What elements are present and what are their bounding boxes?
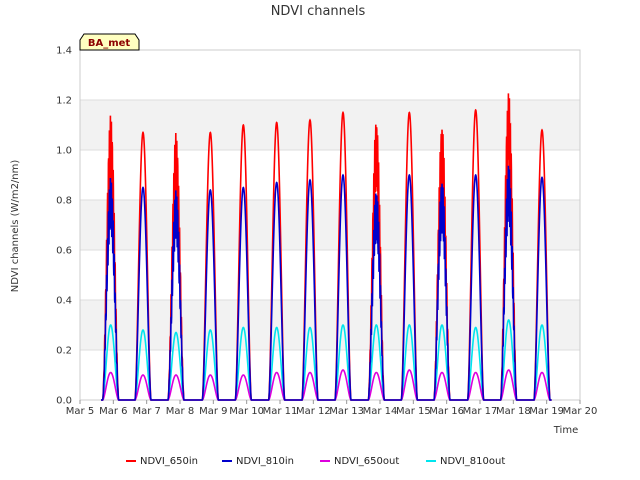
legend-label: NDVI_810out: [440, 456, 505, 467]
site-badge-label: BA_met: [88, 38, 131, 49]
y-axis: 0.0 0.2 0.4 0.6 0.8 1.0 1.2 1.4: [56, 46, 72, 407]
y-tick-label: 0.2: [56, 346, 72, 357]
x-tick-label: Mar 8: [166, 406, 194, 417]
x-tick-label: Mar 19: [529, 406, 564, 417]
y-tick-label: 1.2: [56, 96, 72, 107]
series-line-ndvi-810in: [101, 165, 552, 401]
band: [80, 100, 580, 150]
legend: NDVI_650in NDVI_810in NDVI_650out NDVI_810o…: [126, 456, 505, 467]
x-tick-label: Mar 9: [199, 406, 227, 417]
x-axis-title: Time: [553, 425, 578, 436]
x-tick-label: Mar 5: [66, 406, 94, 417]
chart-title: NDVI channels: [271, 4, 366, 19]
band: [80, 300, 580, 350]
x-tick-label: Mar 14: [363, 406, 398, 417]
site-badge-box: [79, 33, 140, 51]
x-tick-label: Mar 16: [429, 406, 464, 417]
y-axis-title: NDVI channels (W/m2/nm): [10, 160, 21, 293]
band: [80, 200, 580, 250]
x-tick-label: Mar 20: [563, 406, 598, 417]
y-tick-label: 0.0: [56, 396, 72, 407]
background-bands: [80, 100, 580, 350]
y-tick-label: 0.4: [56, 296, 72, 307]
y-tick-label: 1.4: [56, 46, 72, 57]
x-tick-label: Mar 6: [99, 406, 127, 417]
x-tick-label: Mar 7: [132, 406, 160, 417]
x-tick-label: Mar 12: [296, 406, 331, 417]
x-tick-label: Mar 11: [263, 406, 298, 417]
x-tick-label: Mar 15: [396, 406, 431, 417]
y-tick-label: 0.8: [56, 196, 72, 207]
x-tick-label: Mar 13: [329, 406, 364, 417]
series-layer: [101, 93, 552, 401]
x-tick-label: Mar 17: [463, 406, 498, 417]
legend-label: NDVI_650out: [334, 456, 399, 467]
legend-label: NDVI_810in: [236, 456, 294, 467]
x-tick-label: Mar 18: [496, 406, 531, 417]
site-badge: BA_met: [79, 33, 140, 51]
x-tick-label: Mar 10: [229, 406, 264, 417]
y-tick-label: 0.6: [56, 246, 72, 257]
legend-label: NDVI_650in: [140, 456, 198, 467]
y-tick-label: 1.0: [56, 146, 72, 157]
